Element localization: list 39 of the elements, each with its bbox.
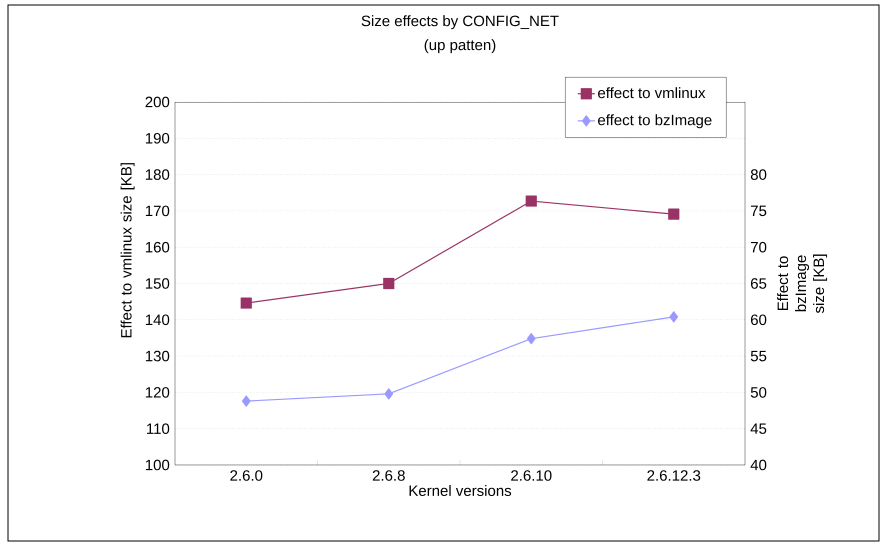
y-tick-label: 130 bbox=[146, 350, 170, 362]
y2-tick-label: 45 bbox=[750, 423, 766, 434]
x-tick-label: 2.6.8 bbox=[372, 470, 405, 481]
y2-tick-label: 80 bbox=[750, 169, 766, 180]
point bbox=[526, 333, 536, 344]
y-tick-label: 150 bbox=[146, 278, 170, 289]
y2-tick-label: 75 bbox=[750, 206, 766, 216]
y2-tick-label: 60 bbox=[750, 314, 766, 326]
y2-tick-label: 40 bbox=[750, 460, 766, 470]
y-tick-label: 140 bbox=[146, 314, 170, 326]
y2-tick-label: 65 bbox=[750, 278, 766, 289]
y2-axis-title: Effect to bzImage size [KB] bbox=[777, 254, 828, 314]
point bbox=[242, 395, 251, 407]
chart-subtitle: (up patten) bbox=[424, 39, 496, 54]
point bbox=[384, 388, 394, 400]
point bbox=[526, 195, 537, 207]
point bbox=[668, 208, 680, 220]
y-tick-label: 170 bbox=[146, 206, 170, 216]
x-tick-label: 2.6.0 bbox=[230, 470, 262, 481]
y2-tick-label: 70 bbox=[750, 242, 766, 252]
y-tick-label: 200 bbox=[146, 96, 170, 108]
legend-label: effect to bzImage bbox=[598, 114, 712, 128]
y-tick-label: 120 bbox=[146, 387, 170, 398]
chart-title: Size effects by CONFIG_NET bbox=[362, 15, 559, 30]
point bbox=[383, 278, 394, 290]
y-tick-label: 110 bbox=[147, 423, 170, 434]
legend-label: effect to vmlinux bbox=[598, 87, 706, 98]
y-tick-label: 190 bbox=[146, 132, 170, 144]
x-tick-label: 2.6.10 bbox=[511, 470, 552, 481]
x-axis-title: Kernel versions bbox=[410, 484, 512, 496]
y2-tick-label: 55 bbox=[750, 350, 766, 362]
point bbox=[669, 311, 678, 322]
y-tick-label: 100 bbox=[146, 460, 170, 470]
x-tick-label: 2.6.12.3 bbox=[647, 470, 700, 481]
point bbox=[240, 297, 252, 309]
y-tick-label: 180 bbox=[146, 169, 170, 180]
y2-tick-label: 50 bbox=[750, 387, 766, 398]
y-tick-label: 160 bbox=[146, 242, 170, 252]
y-axis-title: Effect to vmlinux size [KB] bbox=[120, 163, 135, 338]
